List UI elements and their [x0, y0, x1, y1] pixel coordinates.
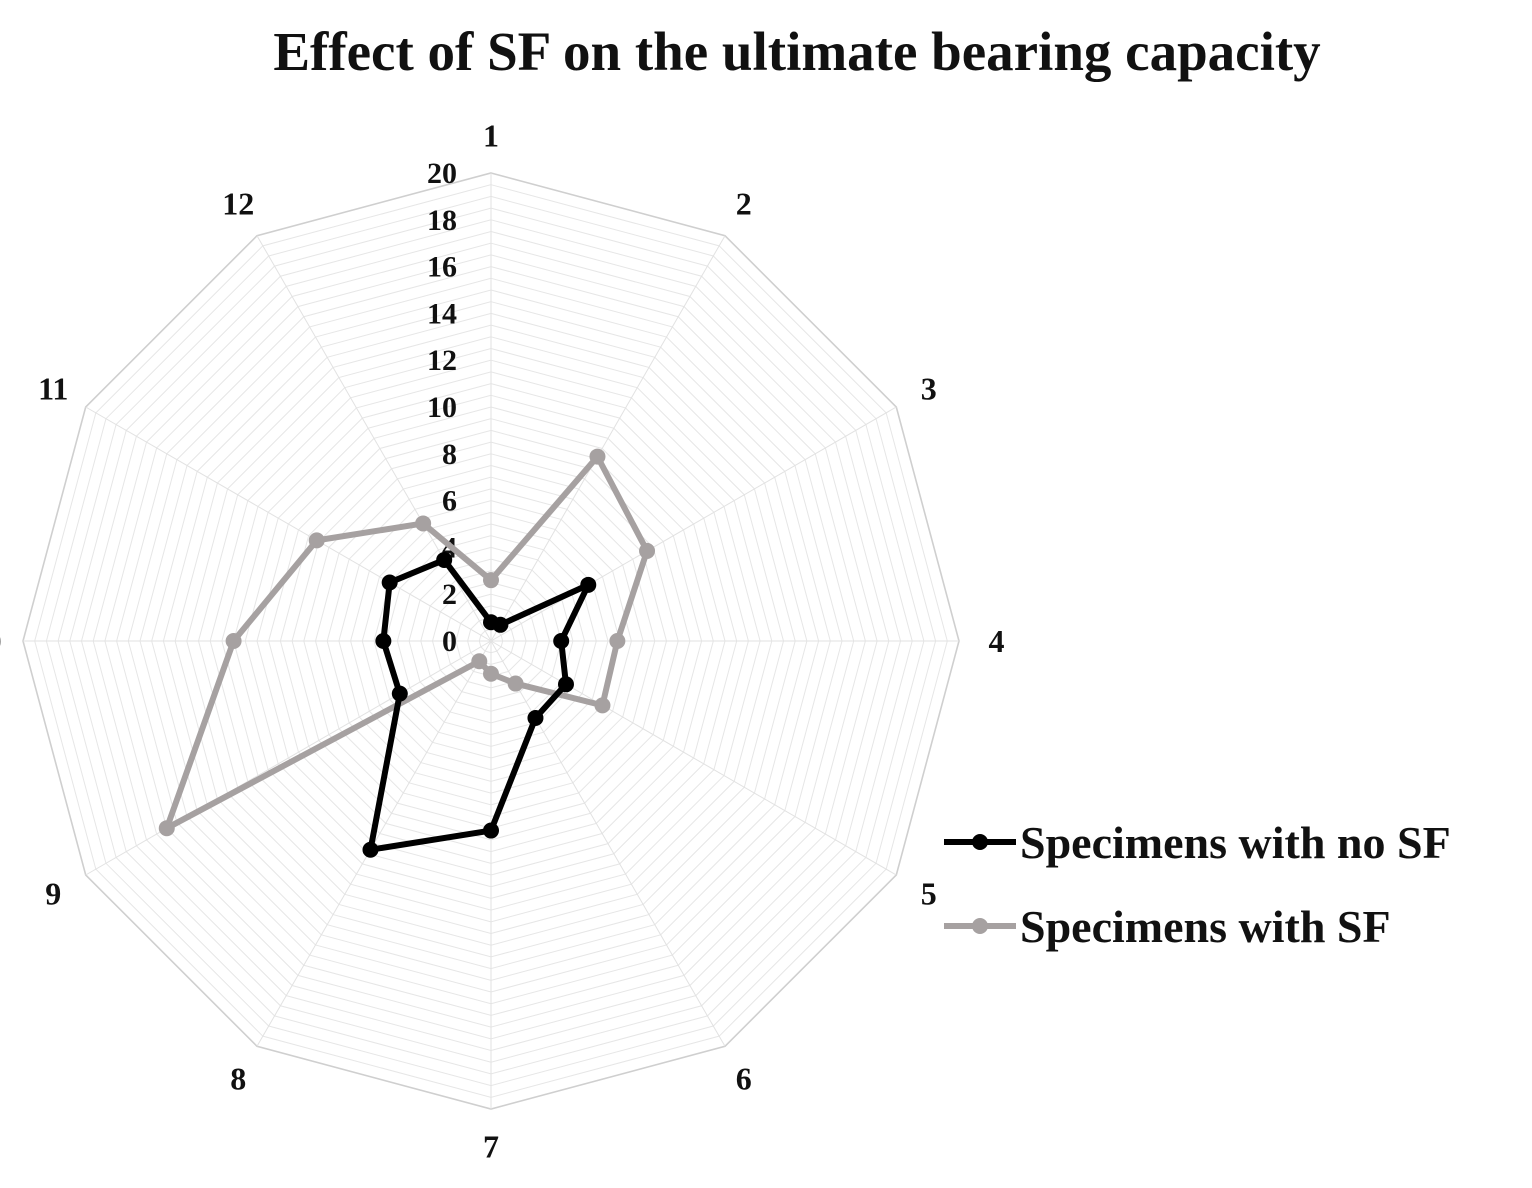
category-label: 11: [38, 370, 68, 406]
legend-label-no-sf: Specimens with no SF: [1020, 816, 1451, 868]
series-layer: [158, 448, 656, 858]
data-point: [391, 685, 408, 702]
legend-item-no-sf: Specimens with no SF: [942, 800, 1451, 884]
category-label: 10: [0, 623, 2, 659]
data-point: [415, 515, 432, 532]
grid-spoke: [85, 640, 492, 876]
radial-tick-label: 0: [442, 625, 457, 658]
data-point: [609, 633, 626, 649]
data-point: [158, 820, 175, 837]
category-label: 12: [222, 185, 254, 221]
data-point: [557, 676, 574, 693]
radial-tick-label: 18: [427, 204, 457, 237]
data-point: [589, 448, 606, 465]
category-label: 7: [483, 1128, 499, 1164]
radial-tick-label: 2: [442, 578, 457, 611]
data-point: [225, 633, 242, 649]
data-point: [553, 633, 570, 649]
data-point: [527, 710, 544, 727]
radial-tick-label: 12: [427, 344, 457, 377]
data-point: [362, 841, 379, 858]
category-label: 1: [483, 118, 499, 154]
category-label: 5: [921, 876, 937, 912]
legend: Specimens with no SF Specimens with SF: [942, 800, 1451, 968]
grid-spoke: [490, 406, 897, 642]
data-point: [580, 576, 597, 593]
category-label: 4: [988, 623, 1004, 659]
radial-tick-label: 16: [427, 251, 457, 284]
legend-label-sf: Specimens with SF: [1020, 900, 1391, 952]
data-point: [483, 665, 499, 682]
data-point: [381, 574, 398, 591]
data-point: [483, 572, 499, 589]
category-label: 3: [921, 370, 937, 406]
legend-swatch-sf: [942, 911, 1018, 941]
data-point: [375, 633, 392, 649]
data-point: [483, 822, 499, 839]
series-sf: [158, 448, 656, 837]
radial-tick-label: 6: [442, 485, 457, 518]
data-point: [507, 675, 524, 692]
category-label: 9: [45, 876, 61, 912]
radial-tick-label: 20: [427, 157, 457, 190]
category-labels: 123456789101112: [0, 118, 1004, 1165]
category-label: 6: [736, 1061, 752, 1097]
legend-swatch-no-sf: [942, 827, 1018, 857]
radar-grid: [22, 172, 960, 1110]
chart-title: Effect of SF on the ultimate bearing cap…: [273, 21, 1321, 82]
series-no-sf: [362, 551, 597, 858]
category-label: 8: [230, 1061, 246, 1097]
legend-item-sf: Specimens with SF: [942, 884, 1451, 968]
grid-spoke: [490, 235, 726, 642]
radial-tick-label: 10: [427, 391, 457, 424]
data-point: [471, 653, 488, 670]
grid-spoke: [490, 640, 897, 876]
category-label: 2: [736, 185, 752, 221]
data-point: [436, 551, 453, 568]
radial-tick-label: 8: [442, 438, 457, 471]
data-point: [594, 697, 611, 714]
radial-tick-label: 14: [427, 297, 457, 330]
data-point: [492, 616, 509, 633]
grid-spoke: [85, 406, 492, 642]
data-point: [639, 542, 656, 559]
data-point: [308, 532, 325, 549]
grid-spoke: [490, 640, 726, 1047]
